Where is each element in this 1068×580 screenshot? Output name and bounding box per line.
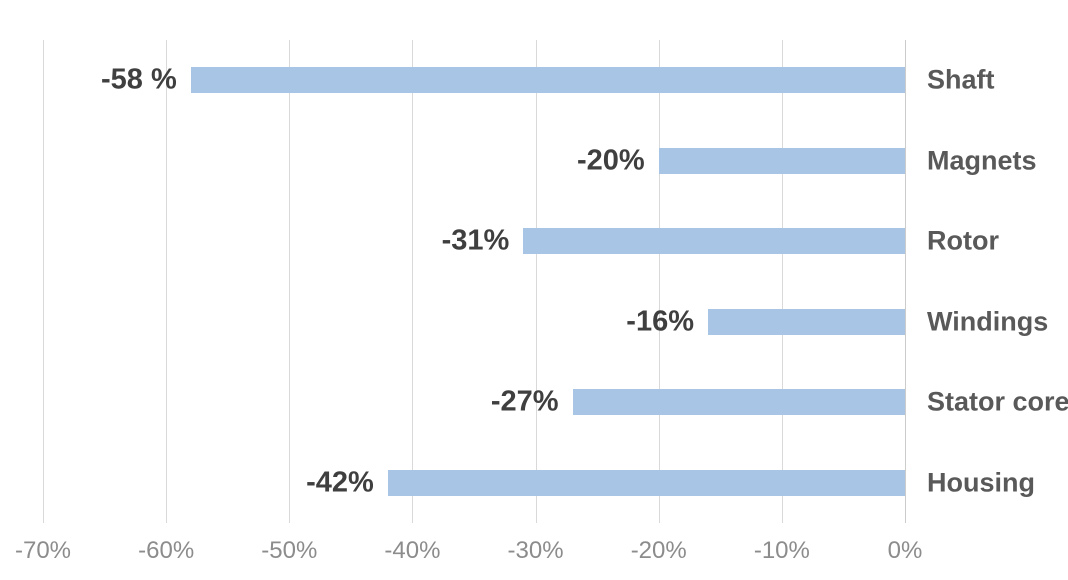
value-label: -20% bbox=[577, 144, 645, 177]
category-label: Rotor bbox=[927, 225, 999, 256]
zero-axis-line bbox=[905, 40, 906, 523]
value-label: -16% bbox=[626, 305, 694, 338]
plot-area: -58 % Shaft -20% Magnets -31% Rotor -16% Windin… bbox=[43, 40, 1068, 524]
category-label: Magnets bbox=[927, 145, 1037, 176]
chart-row: -31% Rotor bbox=[43, 201, 999, 282]
chart-row: -20% Magnets bbox=[43, 121, 1037, 202]
x-tick-label: -20% bbox=[630, 537, 687, 564]
value-label: -58 % bbox=[101, 63, 177, 96]
gridline bbox=[412, 40, 414, 523]
chart-row: -58 % Shaft bbox=[43, 40, 994, 121]
category-label: Housing bbox=[927, 467, 1035, 498]
gridline bbox=[43, 40, 44, 523]
gridline bbox=[289, 40, 291, 523]
x-tick-label: -30% bbox=[507, 537, 564, 564]
bar-stator-core bbox=[572, 389, 905, 416]
bar-shaft bbox=[190, 67, 905, 94]
bar-rotor bbox=[523, 228, 905, 255]
gridline bbox=[166, 40, 168, 523]
chart-row: -42% Housing bbox=[43, 443, 1035, 524]
x-tick-label: -70% bbox=[14, 537, 72, 564]
value-label: -42% bbox=[306, 466, 374, 499]
category-label: Shaft bbox=[927, 64, 995, 95]
gridline bbox=[658, 40, 660, 523]
value-label: -31% bbox=[441, 224, 510, 257]
x-tick-label: 0% bbox=[887, 537, 923, 564]
category-label: Windings bbox=[927, 306, 1049, 337]
category-label: Stator core bbox=[927, 386, 1068, 417]
x-tick-label: -60% bbox=[138, 537, 195, 564]
bar-magnets bbox=[658, 147, 905, 174]
bar-windings bbox=[707, 308, 905, 335]
value-label: -27% bbox=[490, 385, 559, 418]
x-tick-label: -10% bbox=[753, 537, 810, 564]
gridline bbox=[535, 40, 537, 523]
chart-row: -27% Stator core bbox=[43, 362, 1068, 443]
chart-row: -16% Windings bbox=[43, 282, 1048, 363]
x-axis: -70% -60% -50% -40% -30% -20% -10% 0% bbox=[15, 536, 922, 566]
x-tick-label: -50% bbox=[261, 537, 318, 564]
gridline bbox=[781, 40, 783, 523]
x-tick-label: -40% bbox=[384, 537, 441, 564]
bar-housing bbox=[387, 469, 905, 496]
